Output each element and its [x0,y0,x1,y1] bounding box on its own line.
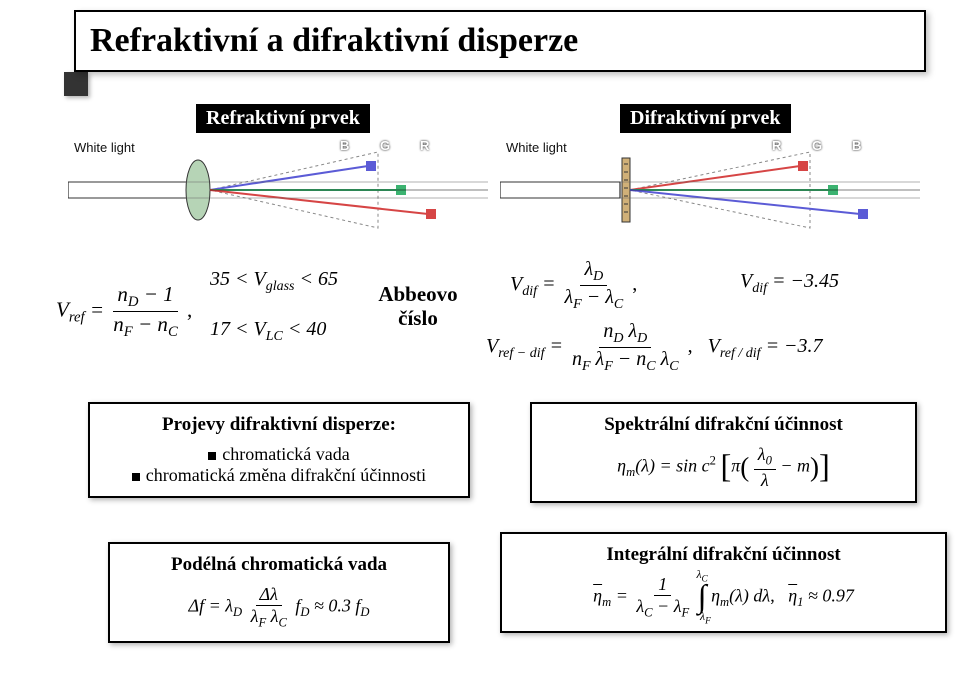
label-g2: G [812,138,822,153]
box-projevy-title: Projevy difraktivní disperze: [104,414,454,436]
box-spec-formula: ηm(λ) = sin c2 [π( λ0λ − m)] [546,444,901,491]
diagram-refractive: White light B G R [68,138,488,238]
formula-vdif: Vdif = λD λF − λC , [510,258,637,313]
page-title: Refraktivní a difraktivní disperze [74,10,926,72]
tag-diffractive: Difraktivní prvek [620,104,791,133]
box-longitudinal: Podélná chromatická vada Δf = λD ΔλλF λC… [108,542,450,643]
box-spectral: Spektrální difrakční účinnost ηm(λ) = si… [530,402,917,503]
box-long-title: Podélná chromatická vada [124,554,434,576]
abbe-label: Abbeovo číslo [358,282,478,330]
white-light-label: White light [74,140,135,155]
label-r2: R [772,138,781,153]
label-b: B [340,138,349,153]
formula-vref: Vref = nD − 1 nF − nC , [56,282,192,341]
formula-ranges: 35 < Vglass < 65 17 < VLC < 40 [210,268,338,345]
box-integral: Integrální difrakční účinnost ηm = 1λC −… [500,532,947,633]
box-int-title: Integrální difrakční účinnost [516,544,931,566]
white-light-label-2: White light [506,140,567,155]
box-spec-title: Spektrální difrakční účinnost [546,414,901,436]
slide-bullet [64,72,88,96]
box-long-formula: Δf = λD ΔλλF λC fD ≈ 0.3 fD [124,584,434,631]
tag-refractive: Refraktivní prvek [196,104,370,133]
proj-item-0: chromatická vada [222,444,349,464]
box-int-formula: ηm = 1λC − λF λC ∫ λF ηm(λ) dλ, η1 ≈ 0.9… [516,574,931,621]
formula-vdif-val: Vdif = −3.45 [740,270,839,297]
label-r: R [420,138,429,153]
box-projevy: Projevy difraktivní disperze: chromatick… [88,402,470,498]
proj-item-1: chromatická změna difrakční účinnosti [146,465,426,485]
formula-vrefdif: Vref − dif = nD λD nF λF − nC λC , Vref … [486,320,823,375]
diagram-diffractive: White light R G B [500,138,920,238]
label-b2: B [852,138,861,153]
label-g: G [380,138,390,153]
